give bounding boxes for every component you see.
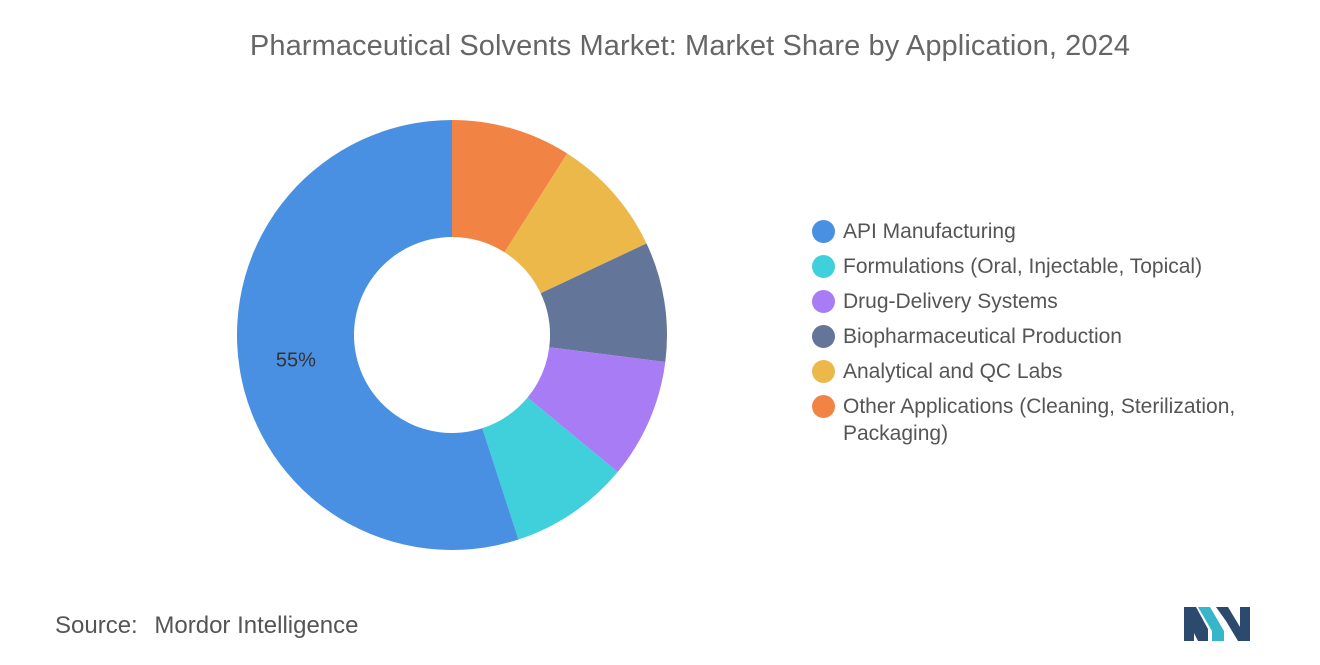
donut-slice-biopharmaceutical-production[interactable] bbox=[540, 243, 667, 362]
donut-slice-analytical-and-qc-labs[interactable] bbox=[504, 153, 647, 294]
donut-data-labels: 55% bbox=[276, 350, 316, 372]
legend-item-analytical-qc-labs[interactable]: Analytical and QC Labs bbox=[812, 358, 1292, 385]
donut-slice-api-manufacturing[interactable] bbox=[236, 120, 519, 550]
legend-swatch bbox=[812, 220, 835, 243]
legend-label: Drug-Delivery Systems bbox=[843, 290, 1058, 313]
legend-item-drug-delivery-systems[interactable]: Drug-Delivery Systems bbox=[812, 288, 1292, 315]
source-note: Source: Mordor Intelligence bbox=[55, 612, 359, 640]
legend-label: Analytical and QC Labs bbox=[843, 360, 1063, 383]
donut-slice-drug-delivery-systems[interactable] bbox=[527, 347, 666, 473]
legend-label: API Manufacturing bbox=[843, 220, 1016, 243]
chart-title: Pharmaceutical Solvents Market: Market S… bbox=[249, 30, 1131, 62]
legend-item-api-manufacturing[interactable]: API Manufacturing bbox=[812, 218, 1292, 245]
legend-item-other-applications[interactable]: Other Applications (Cleaning, Sterilizat… bbox=[812, 393, 1292, 447]
legend-swatch bbox=[812, 360, 835, 383]
legend-swatch bbox=[812, 255, 835, 278]
donut-slice-other-applications-cleaning-sterilization-packaging[interactable] bbox=[452, 120, 568, 253]
legend-label: Formulations (Oral, Injectable, Topical) bbox=[843, 255, 1203, 278]
legend-swatch bbox=[812, 325, 835, 348]
donut-slices bbox=[236, 120, 667, 550]
source-value: Mordor Intelligence bbox=[154, 612, 359, 639]
logo-shape-right bbox=[1216, 607, 1250, 641]
donut-slice-formulations-oral-injectable-topical[interactable] bbox=[482, 397, 618, 540]
legend-label: Other Applications (Cleaning, Sterilizat… bbox=[843, 395, 1236, 445]
mordor-intelligence-logo-icon bbox=[1184, 607, 1250, 641]
legend-swatch bbox=[812, 395, 835, 418]
chart-legend: API Manufacturing Formulations (Oral, In… bbox=[812, 218, 1292, 455]
legend-label: Biopharmaceutical Production bbox=[843, 325, 1122, 348]
source-label: Source: bbox=[55, 612, 138, 639]
legend-item-biopharmaceutical-production[interactable]: Biopharmaceutical Production bbox=[812, 323, 1292, 350]
donut-data-label: 55% bbox=[276, 350, 316, 372]
legend-item-formulations[interactable]: Formulations (Oral, Injectable, Topical) bbox=[812, 253, 1292, 280]
logo-shape-left bbox=[1184, 607, 1208, 641]
logo-shape-mid bbox=[1198, 607, 1224, 641]
legend-swatch bbox=[812, 290, 835, 313]
